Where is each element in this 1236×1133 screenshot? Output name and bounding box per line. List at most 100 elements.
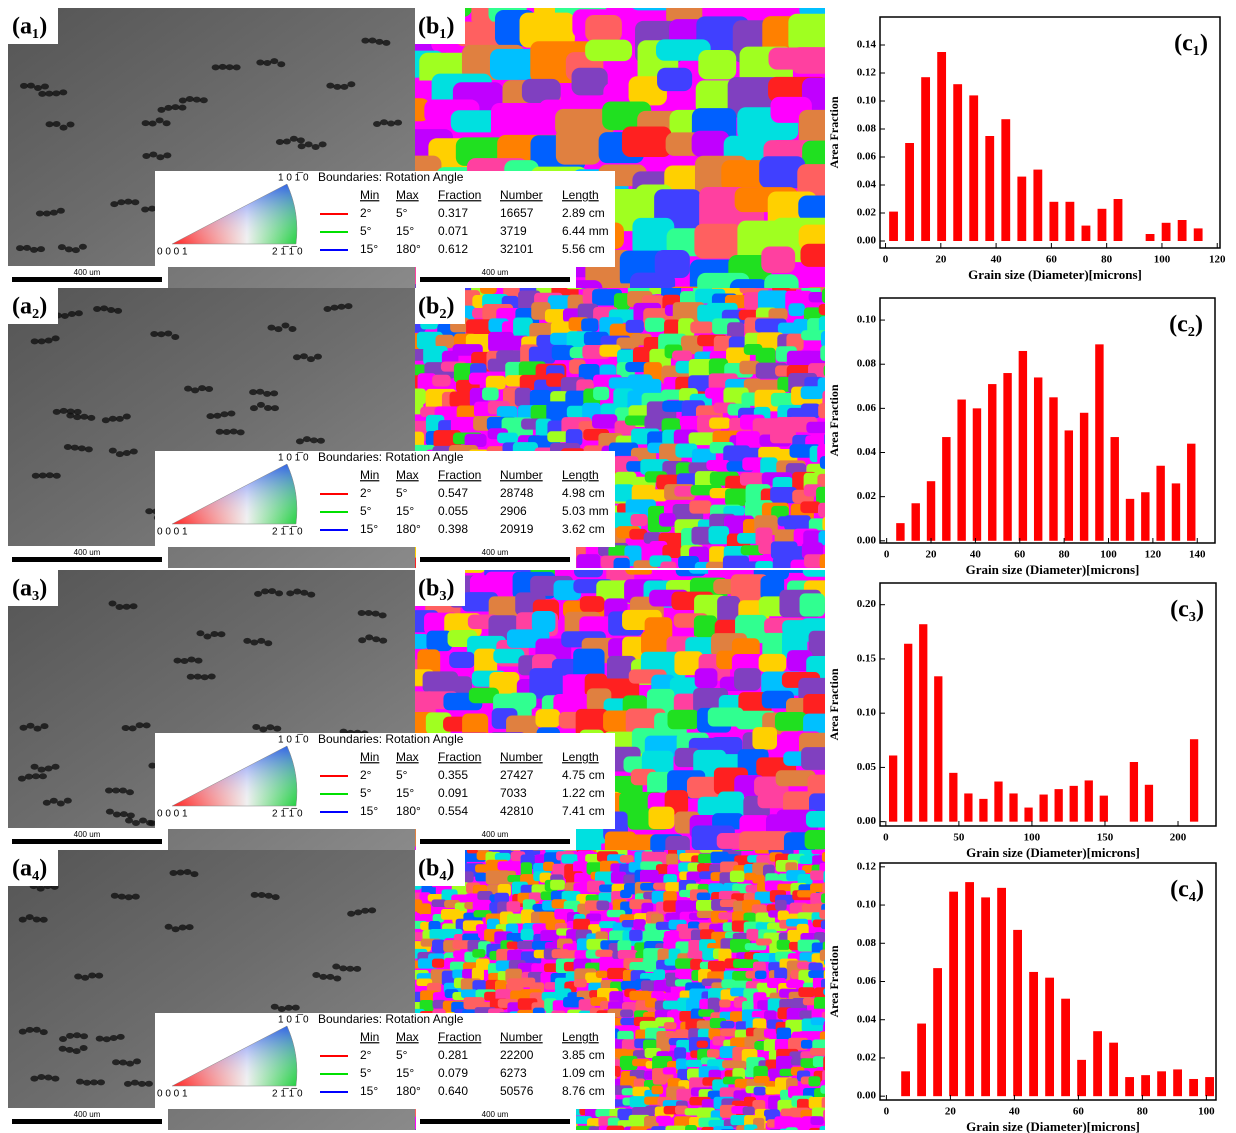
bar: [949, 773, 957, 822]
grain: [707, 1049, 720, 1058]
pore: [23, 245, 31, 251]
grain: [532, 611, 556, 632]
pore: [93, 306, 101, 312]
pore: [257, 402, 265, 408]
table-cell: 5°: [360, 504, 372, 518]
pore: [60, 408, 68, 414]
column-header: Fraction: [438, 188, 481, 202]
bar: [1029, 972, 1038, 1096]
pore: [288, 326, 296, 332]
column-header: Min: [360, 750, 379, 764]
pore: [300, 590, 308, 596]
grain: [507, 942, 519, 950]
pore: [190, 871, 198, 877]
grain: [709, 418, 730, 429]
grain: [805, 830, 828, 849]
table-cell: 16657: [500, 206, 534, 220]
pore: [123, 450, 131, 456]
pore: [187, 674, 195, 680]
column-header: Length: [562, 468, 599, 482]
pore: [19, 1029, 27, 1035]
pore: [278, 1006, 286, 1012]
grain: [821, 893, 842, 903]
pore: [105, 787, 113, 793]
pore: [80, 1045, 88, 1051]
pore: [112, 1059, 120, 1065]
grain: [690, 322, 713, 334]
pore: [358, 610, 366, 616]
pore: [227, 411, 235, 417]
grain: [801, 403, 820, 418]
grain: [626, 320, 644, 333]
pore: [358, 637, 366, 643]
column-header: Fraction: [438, 750, 481, 764]
pore: [307, 356, 315, 362]
bar: [1141, 492, 1149, 541]
x-tick-label: 100: [1154, 254, 1171, 266]
pore: [178, 105, 186, 111]
grain: [708, 526, 729, 544]
pore: [252, 724, 260, 730]
pore: [345, 303, 353, 309]
pore: [164, 331, 172, 337]
pore: [75, 310, 83, 316]
pore: [319, 141, 327, 147]
pore: [394, 120, 402, 126]
grain: [620, 890, 631, 898]
grain: [810, 1048, 832, 1056]
bar: [919, 624, 927, 821]
pore: [254, 591, 262, 597]
pore: [250, 639, 258, 645]
y-tick-label: 0.12: [857, 67, 877, 79]
bar: [1109, 1043, 1118, 1097]
pore: [274, 326, 282, 332]
pore: [200, 97, 208, 103]
pore: [382, 40, 390, 46]
grain: [576, 554, 600, 572]
table-cell: 5.56 cm: [562, 242, 605, 256]
grain: [585, 40, 632, 62]
grain: [651, 1126, 666, 1133]
scale-bar: [12, 277, 162, 282]
grain: [653, 1076, 667, 1084]
pore: [208, 673, 216, 679]
table-cell: 32101: [500, 242, 534, 256]
pore: [339, 965, 347, 971]
pore: [226, 64, 234, 70]
pore: [126, 1061, 134, 1067]
pore: [243, 638, 251, 644]
pore: [333, 975, 341, 981]
pore: [230, 428, 238, 434]
pore: [195, 658, 203, 664]
pore: [106, 809, 114, 815]
pore: [310, 437, 318, 443]
pore: [303, 436, 311, 442]
grain: [506, 901, 520, 912]
pore: [37, 1074, 45, 1080]
pore: [179, 98, 187, 104]
pore: [296, 438, 304, 444]
pore: [271, 1004, 279, 1010]
pore: [338, 304, 346, 310]
pore: [20, 83, 28, 89]
bar: [1125, 1077, 1134, 1096]
table-cell: 0.640: [438, 1084, 468, 1098]
table-cell: 2.89 cm: [562, 206, 605, 220]
pore: [237, 429, 245, 435]
table-cell: 0.091: [438, 786, 468, 800]
table-cell: 7.41 cm: [562, 804, 605, 818]
pore: [283, 139, 291, 145]
pore: [271, 405, 279, 411]
pore: [61, 313, 69, 319]
pore: [102, 417, 110, 423]
pore: [39, 472, 47, 478]
grain: [629, 930, 642, 941]
ipf-label: 1 0 1̅ 0: [278, 1014, 309, 1026]
table-cell: 22200: [500, 1048, 534, 1062]
pore: [64, 444, 72, 450]
grain: [461, 989, 477, 998]
grain: [601, 0, 660, 6]
pore: [171, 334, 179, 340]
pore: [266, 724, 274, 730]
grain: [614, 558, 630, 572]
